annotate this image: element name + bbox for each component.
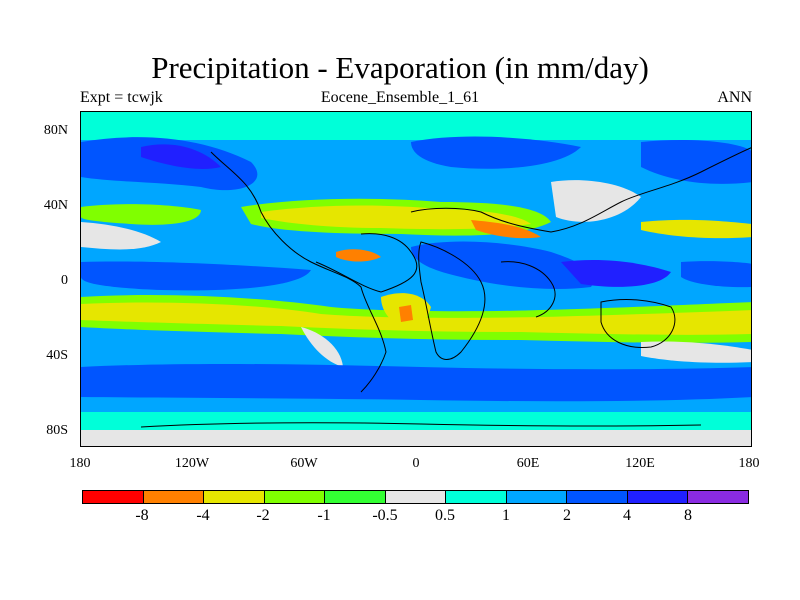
- colorbar-swatch: [688, 491, 749, 503]
- coastlines: [140, 147, 751, 428]
- map-panel: [80, 111, 752, 447]
- colorbar-label: -8: [135, 507, 149, 524]
- australia-gray: [641, 341, 751, 363]
- africa-wet: [411, 241, 594, 289]
- colorbar-label: 4: [623, 507, 631, 524]
- lat-label: 80S: [46, 423, 68, 438]
- colorbar-swatch: [385, 491, 447, 503]
- colorbar-label: 1: [502, 507, 510, 524]
- w-pacific-itcz: [681, 261, 751, 288]
- ensemble-label: Eocene_Ensemble_1_61: [320, 89, 480, 106]
- asia-dry-gray: [551, 180, 641, 222]
- colorbar-label: 8: [684, 507, 692, 524]
- w-pacific-sub-yellow: [641, 219, 751, 239]
- season-label: ANN: [717, 89, 752, 106]
- colorbar-label: -4: [196, 507, 210, 524]
- indian-core: [561, 260, 671, 287]
- lon-label: 180: [738, 456, 760, 471]
- lon-label: 60W: [290, 456, 318, 471]
- colorbar-label: -2: [256, 507, 270, 524]
- s-america-orange: [399, 305, 413, 322]
- colorbar-swatch: [83, 491, 144, 503]
- lon-label: 60E: [516, 456, 540, 471]
- lat-label: 40S: [46, 348, 68, 363]
- colorbar-swatch: [506, 491, 568, 503]
- colorbar-label: -0.5: [372, 507, 398, 524]
- colorbar: [82, 490, 749, 504]
- antarctic-dry-band: [81, 430, 751, 446]
- lat-label: 80N: [43, 123, 68, 138]
- colorbar-swatch: [446, 491, 507, 503]
- n-subtropic-yellow: [261, 205, 531, 230]
- n-pacific-core: [141, 144, 221, 169]
- lon-label: 180: [69, 456, 91, 471]
- lon-label: 120E: [625, 456, 655, 471]
- tethys-orange: [471, 220, 541, 239]
- pacific-gray: [81, 222, 161, 250]
- patagonia-gray: [301, 327, 343, 367]
- colorbar-label: 0.5: [435, 507, 455, 524]
- n-pacific-sub-green: [81, 204, 201, 225]
- n-asia-storm: [641, 140, 751, 184]
- arctic-band: [81, 112, 751, 140]
- lon-label: 120W: [174, 456, 210, 471]
- precipitation-map: [81, 112, 751, 446]
- experiment-label: Expt = tcwjk: [80, 89, 163, 106]
- colorbar-swatch: [143, 491, 205, 503]
- colorbar-swatch: [325, 491, 386, 503]
- colorbar-label: 2: [563, 507, 571, 524]
- colorbar-swatch: [627, 491, 689, 503]
- colorbar-swatch: [264, 491, 326, 503]
- colorbar-label: -1: [317, 507, 331, 524]
- s-storm-track: [81, 363, 751, 402]
- lon-label: 0: [412, 456, 420, 471]
- colorbar-swatch: [204, 491, 265, 503]
- colorbar-swatch: [567, 491, 628, 503]
- pacific-itcz: [81, 261, 311, 291]
- lat-label: 40N: [43, 198, 68, 213]
- c-america-orange: [336, 249, 381, 262]
- n-atlantic-storm: [411, 136, 581, 169]
- lat-label: 0: [61, 273, 68, 288]
- plot-title: Precipitation - Evaporation (in mm/day): [151, 50, 649, 85]
